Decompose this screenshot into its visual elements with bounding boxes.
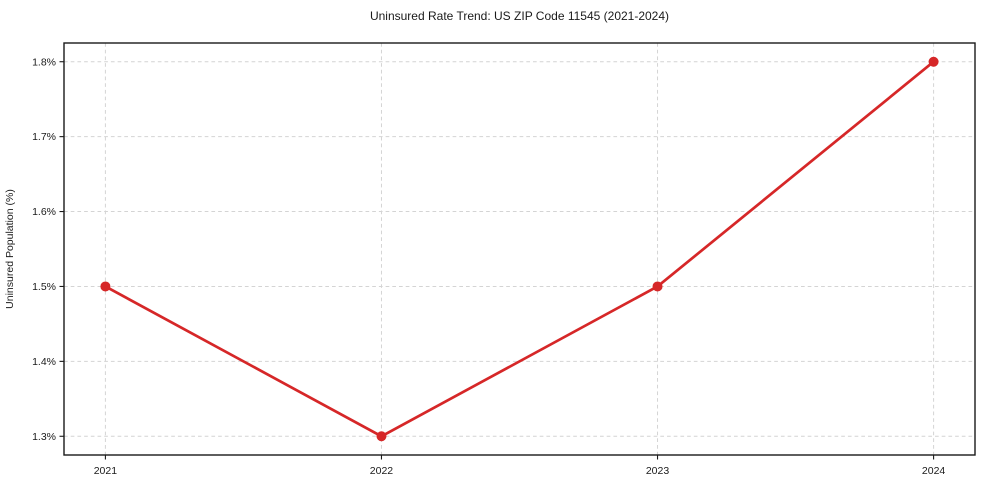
x-tick-label: 2022 (370, 465, 394, 477)
data-point-marker (928, 56, 939, 67)
y-tick-label: 1.3% (32, 431, 56, 443)
y-axis-label: Uninsured Population (%) (4, 189, 16, 309)
data-point-marker (652, 281, 663, 292)
y-tick-label: 1.4% (32, 356, 56, 368)
x-tick-label: 2024 (922, 465, 946, 477)
chart-title: Uninsured Rate Trend: US ZIP Code 11545 … (370, 9, 669, 23)
y-tick-label: 1.8% (32, 56, 56, 68)
trend-line (104, 60, 935, 438)
data-point-marker (100, 281, 111, 292)
plot-border (63, 42, 976, 456)
gridlines (64, 43, 975, 455)
x-tick-label: 2021 (94, 465, 118, 477)
y-tick-label: 1.5% (32, 281, 56, 293)
data-point-marker (376, 431, 387, 442)
axis-ticks: 1.3% 1.4% 1.5% 1.6% 1.7% 1.8% 2021 2022 2023 2024 (32, 56, 945, 477)
x-tick-label: 2023 (646, 465, 670, 477)
y-tick-label: 1.6% (32, 206, 56, 218)
data-series (100, 56, 939, 442)
y-tick-label: 1.7% (32, 131, 56, 143)
